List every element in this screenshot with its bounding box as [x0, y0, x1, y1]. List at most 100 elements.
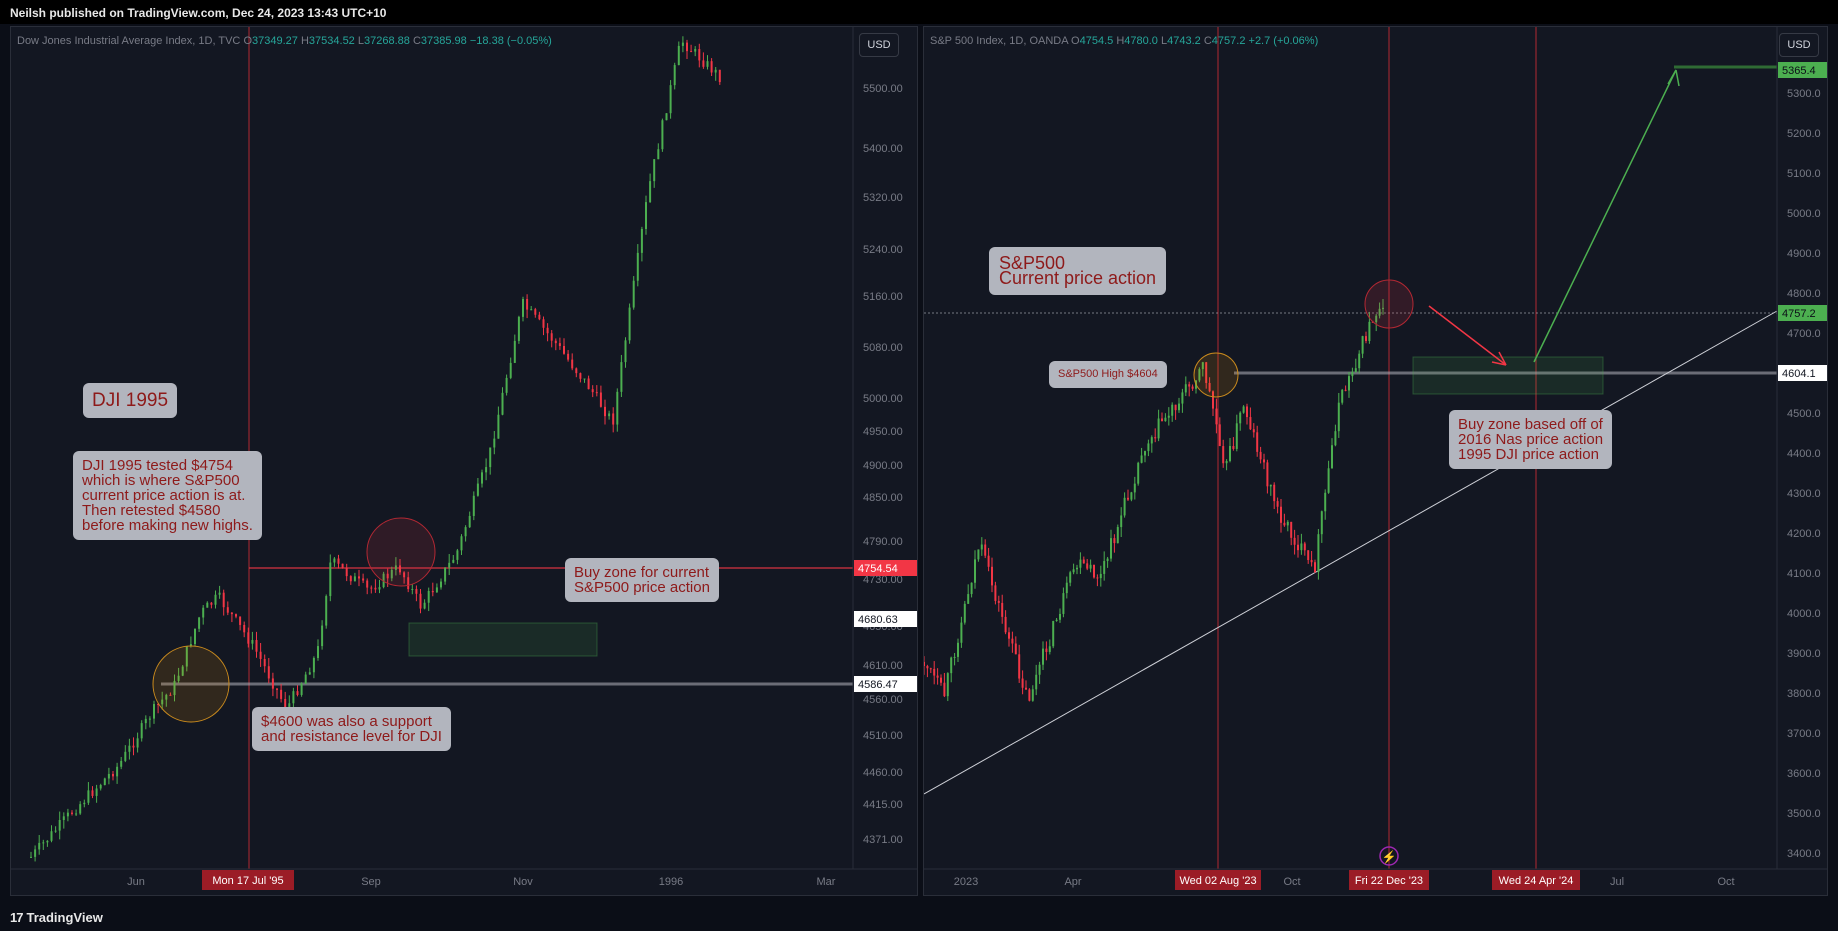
- dji-candle-body: [604, 406, 606, 417]
- dji-candle-body: [99, 784, 102, 789]
- dji-candle-body: [337, 558, 340, 564]
- dji-currency-button[interactable]: USD: [859, 33, 899, 57]
- dji-candle-body: [599, 392, 602, 407]
- spx-candle-body: [1127, 497, 1129, 500]
- spx-y-tick-label: 3900.0: [1787, 648, 1821, 660]
- spx-candle-body: [1082, 559, 1085, 564]
- dji-candle-body: [296, 691, 299, 695]
- spx-y-tick-label: 3700.0: [1787, 728, 1821, 740]
- dji-candle-body: [198, 617, 201, 629]
- spx-candle-body: [1120, 515, 1123, 528]
- publish-header: Neilsh published on TradingView.com, Dec…: [0, 0, 1838, 24]
- dji-y-tick-label: 4371.00: [863, 834, 903, 846]
- spx-buy-zone-0: [1412, 356, 1604, 395]
- spx-candle-body: [1154, 437, 1157, 439]
- spx-candle-body: [1222, 446, 1225, 464]
- spx-candle-body: [1031, 689, 1034, 701]
- dji-candle-body: [353, 576, 356, 582]
- spx-candle-body: [1018, 654, 1021, 679]
- spx-event-icon-glyph: ⚡: [1382, 850, 1397, 864]
- spx-candle-body: [1259, 451, 1262, 460]
- dji-candle-body: [288, 703, 291, 710]
- spx-candle-body: [1232, 446, 1235, 449]
- dji-candle-body: [239, 616, 242, 625]
- dji-candle-body: [161, 699, 164, 705]
- dji-candle-body: [230, 612, 233, 615]
- dji-candle-body: [440, 581, 442, 588]
- spx-candle-body: [1297, 544, 1299, 551]
- dji-candle-body: [206, 602, 209, 608]
- spx-chart-svg[interactable]: ⚡ 5300.0 5200.0 5100.0 5000.0 4900.0 4800.0 470…: [924, 27, 1828, 896]
- dji-candle-body: [382, 573, 385, 588]
- dji-candle-body: [46, 840, 49, 843]
- spx-currency-button[interactable]: USD: [1779, 33, 1819, 57]
- spx-candle-body: [1093, 564, 1095, 578]
- spx-chart-pane[interactable]: ⚡ 5300.0 5200.0 5100.0 5000.0 4900.0 4800.0 470…: [923, 26, 1828, 896]
- dji-candle-body: [608, 413, 611, 417]
- dji-chart-pane[interactable]: 5500.00 5400.00 5320.00 5240.00 5160.00 5080.…: [10, 26, 918, 896]
- dji-candle-body: [407, 577, 410, 590]
- dji-y-tick-label: 5320.00: [863, 192, 903, 204]
- dji-candle-body: [636, 252, 639, 281]
- dji-x-tick-label: Nov: [513, 876, 533, 888]
- dji-candle-body: [476, 483, 479, 496]
- note-spx-high[interactable]: S&P500 High $4604: [1049, 361, 1167, 388]
- spx-event-icon: [1379, 846, 1399, 866]
- spx-candle-body: [957, 642, 959, 657]
- dji-candle-body: [632, 280, 635, 308]
- note-dji-1995[interactable]: DJI 1995: [83, 383, 178, 418]
- dji-y-tick-label: 4415.00: [863, 799, 903, 811]
- spx-candle-body: [1150, 437, 1153, 444]
- dji-candle-body: [136, 738, 139, 748]
- spx-candle-body: [1147, 443, 1150, 452]
- dji-candle-body: [522, 299, 524, 317]
- dji-candle-body: [427, 590, 430, 603]
- spx-candle-body: [926, 666, 929, 669]
- tradingview-logo-icon: 17: [10, 910, 24, 925]
- spx-red-arrow: [1428, 305, 1507, 366]
- spx-candle-body: [1123, 497, 1126, 516]
- dji-y-tick-label: 4730.00: [863, 574, 903, 586]
- spx-candle-body: [1171, 404, 1174, 416]
- spx-candle-body: [967, 594, 970, 604]
- dji-candle-body: [616, 391, 619, 425]
- spx-candle-body: [994, 585, 997, 601]
- spx-y-tick-label: 3400.0: [1787, 848, 1821, 860]
- dji-candle-body: [251, 639, 254, 644]
- tradingview-footer[interactable]: 17 TradingView: [10, 910, 103, 925]
- note-spx-buy-zone[interactable]: Buy zone based off of 2016 Nas price act…: [1449, 410, 1613, 469]
- dji-candle-body: [50, 831, 53, 841]
- note-spx-current[interactable]: S&P500 Current price action: [989, 247, 1167, 295]
- dji-candle-body: [620, 362, 623, 392]
- tradingview-brand: TradingView: [26, 910, 103, 925]
- spx-green-arrow: [1533, 69, 1677, 363]
- dji-candle-body: [710, 61, 713, 73]
- dji-candle-body: [271, 678, 274, 689]
- note-support-level[interactable]: $4600 was also a support and resistance …: [252, 707, 451, 751]
- dji-candle-body: [263, 658, 266, 667]
- spx-candle-body: [1184, 384, 1187, 393]
- note-dji-tested[interactable]: DJI 1995 tested $4754 which is where S&P…: [73, 451, 262, 540]
- spx-candle-body: [1286, 521, 1289, 526]
- spx-price-tag: [1778, 305, 1827, 321]
- spx-price-tag-label: 5365.4: [1782, 65, 1816, 77]
- dji-price-tag: [854, 676, 917, 692]
- dji-candle-body: [349, 576, 352, 582]
- spx-candle-body: [929, 668, 932, 670]
- dji-candle-body: [226, 607, 229, 613]
- spx-candle-body: [1144, 451, 1146, 456]
- note-dji-buy-zone[interactable]: Buy zone for current S&P500 price action: [565, 558, 719, 602]
- spx-candle-body: [946, 673, 949, 697]
- spx-x-tick-label: 2023: [954, 876, 978, 888]
- dji-candle-body: [255, 639, 258, 652]
- spx-date-badge: [1349, 870, 1429, 890]
- dji-candle-body: [341, 563, 344, 568]
- spx-candle-body: [1069, 572, 1072, 583]
- dji-candle-body: [612, 413, 615, 425]
- spx-candle-body: [1242, 406, 1245, 413]
- dji-candle-body: [579, 373, 582, 379]
- dji-candle-body: [423, 602, 426, 609]
- dji-candle-body: [185, 646, 188, 667]
- spx-candle-body: [1249, 417, 1252, 430]
- dji-highlight-circle-1: [366, 517, 436, 587]
